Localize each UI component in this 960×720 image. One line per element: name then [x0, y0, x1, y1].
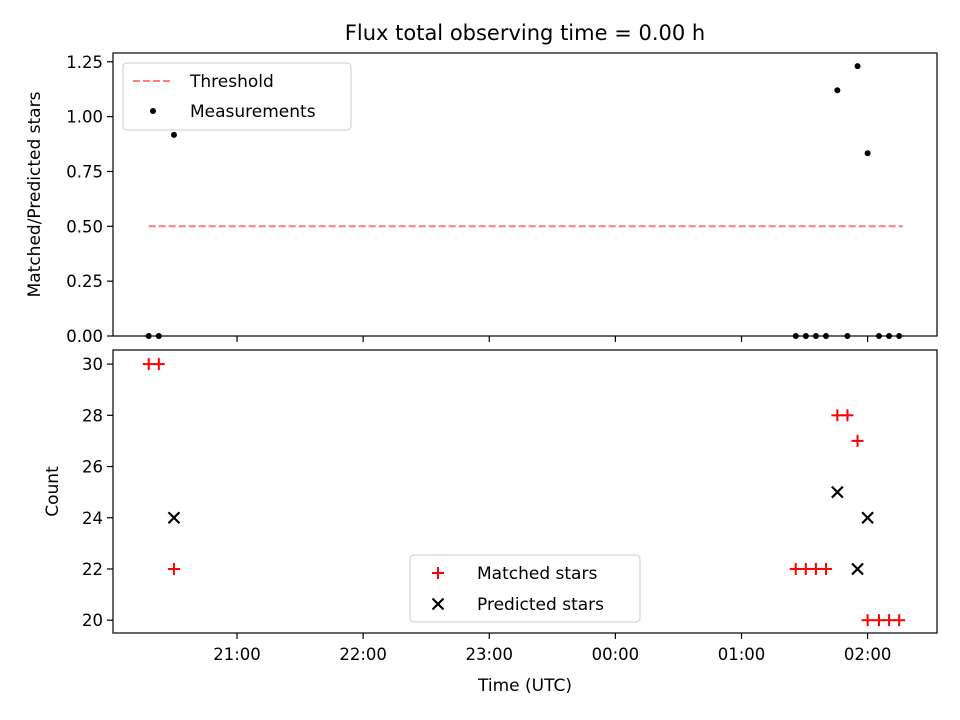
x-tick-label: 01:00: [718, 645, 766, 664]
matched-star-point: [883, 614, 896, 627]
legend-box-top: [122, 62, 352, 131]
measurement-point: [834, 87, 841, 94]
legend-predicted-label: Predicted stars: [477, 595, 604, 615]
matched-star-point: [861, 614, 874, 627]
predicted-star-point-b: [167, 511, 181, 525]
matched-star-point: [142, 358, 155, 371]
legend-measurements-swatch: [150, 108, 156, 114]
legend-predicted-swatch: [431, 597, 445, 611]
y-tick-label-bottom: 28: [82, 406, 103, 425]
y-tick-label-bottom: 30: [82, 355, 103, 374]
y-tick-label-bottom: 26: [82, 458, 103, 477]
measurement-point: [854, 63, 861, 70]
matched-star-point: [167, 562, 180, 575]
x-axis-label: Time (UTC): [477, 676, 572, 696]
legend-box-bottom: [409, 554, 641, 623]
x-tick-label: 21:00: [213, 645, 261, 664]
y-tick-label-top: 1.25: [66, 53, 103, 72]
bottom-panel: Count Time (UTC) 20 22 24 26 28 30 21:00 22:00 23:…: [43, 349, 938, 696]
legend-matched-swatch: [432, 567, 444, 579]
y-tick-label-bottom: 20: [82, 611, 103, 630]
legend-bottom: Matched stars Predicted stars: [409, 554, 641, 623]
predicted-star-point: [831, 485, 844, 499]
y-tick-label-top: 0.00: [66, 327, 103, 346]
chart-title: Flux total observing time = 0.00 h: [345, 21, 705, 45]
plot-frame-top: [112, 52, 938, 337]
y-tick-label-top: 1.00: [66, 108, 103, 127]
legend-predicted-swatch-b: [431, 597, 445, 611]
y-axis-label-top: Matched/Predicted stars: [25, 91, 45, 297]
matched-star-point: [152, 358, 165, 371]
matched-star-point: [820, 562, 833, 575]
top-panel: Flux total observing time = 0.00 h Matche…: [25, 21, 938, 346]
legend-top: Threshold Measurements: [122, 62, 352, 131]
x-tick-label: 00:00: [592, 645, 640, 664]
matched-star-point: [841, 409, 854, 422]
y-axis-label-bottom: Count: [43, 466, 63, 517]
matched-star-point: [789, 562, 802, 575]
x-tick-label: 22:00: [339, 645, 387, 664]
predicted-star-point-b: [861, 511, 874, 525]
matched-star-point: [851, 434, 864, 447]
measurement-point: [864, 150, 871, 157]
predicted-star-point-b: [831, 485, 844, 499]
matched-star-point: [831, 409, 844, 422]
matched-star-point: [809, 562, 822, 575]
matched-star-point: [799, 562, 812, 575]
y-tick-label-top: 0.50: [66, 217, 103, 236]
y-tick-label-top: 0.75: [66, 162, 103, 181]
legend-measurements-label: Measurements: [190, 102, 316, 122]
predicted-star-point: [861, 511, 874, 525]
predicted-star-point: [851, 562, 864, 576]
plot-frame-bottom: [112, 349, 938, 634]
legend-matched-label: Matched stars: [477, 564, 597, 584]
y-tick-label-top: 0.25: [66, 272, 103, 291]
x-tick-label: 23:00: [465, 645, 513, 664]
matched-star-point: [872, 614, 885, 627]
x-tick-label: 02:00: [844, 645, 892, 664]
legend-threshold-label: Threshold: [189, 72, 274, 92]
predicted-star-point: [167, 511, 181, 525]
measurement-point: [170, 131, 177, 138]
y-tick-label-bottom: 24: [82, 509, 103, 528]
predicted-star-point-b: [851, 562, 864, 576]
y-tick-label-bottom: 22: [82, 560, 103, 579]
matched-star-point: [893, 614, 906, 627]
